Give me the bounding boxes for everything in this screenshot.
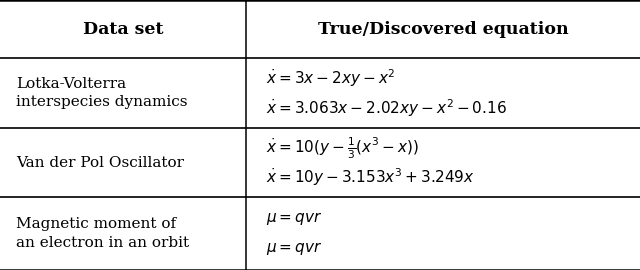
Text: Van der Pol Oscillator: Van der Pol Oscillator xyxy=(16,156,184,170)
Text: True/Discovered equation: True/Discovered equation xyxy=(318,21,568,38)
Text: $\dot{x} = 10y - 3.153x^3 + 3.249x$: $\dot{x} = 10y - 3.153x^3 + 3.249x$ xyxy=(266,167,474,188)
Text: $\mu = qvr$: $\mu = qvr$ xyxy=(266,210,322,227)
Text: Lotka-Volterra
interspecies dynamics: Lotka-Volterra interspecies dynamics xyxy=(16,77,188,109)
Text: Magnetic moment of
an electron in an orbit: Magnetic moment of an electron in an orb… xyxy=(16,217,189,250)
Text: $\dot{x} = 3.063x - 2.02xy - x^2 - 0.16$: $\dot{x} = 3.063x - 2.02xy - x^2 - 0.16$ xyxy=(266,97,507,119)
Text: $\dot{x} = 10(y - \frac{1}{3}(x^3 - x))$: $\dot{x} = 10(y - \frac{1}{3}(x^3 - x))$ xyxy=(266,135,419,161)
Text: $\mu = qvr$: $\mu = qvr$ xyxy=(266,240,322,257)
Text: $\dot{x} = 3x - 2xy - x^2$: $\dot{x} = 3x - 2xy - x^2$ xyxy=(266,68,395,89)
Text: Data set: Data set xyxy=(83,21,163,38)
